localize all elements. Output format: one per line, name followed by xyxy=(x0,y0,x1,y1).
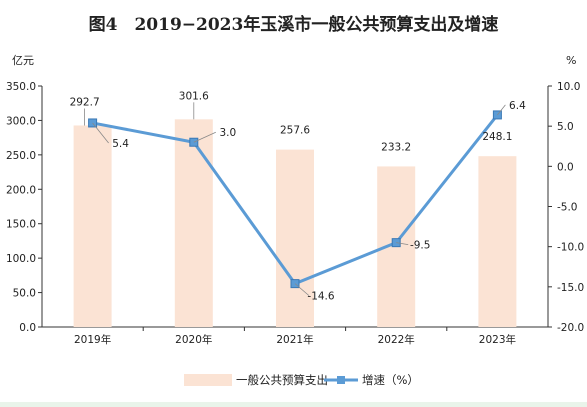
x-tick-label: 2019年 xyxy=(74,333,111,346)
bar-value-label: 292.7 xyxy=(70,96,100,108)
line-label-leader xyxy=(193,131,216,143)
x-tick-label: 2022年 xyxy=(378,333,415,346)
left-tick-label: 100.0 xyxy=(6,253,36,265)
legend-bar-swatch xyxy=(184,374,232,386)
bar xyxy=(276,149,314,327)
line-value-label: 5.4 xyxy=(112,138,129,150)
legend-bar-label: 一般公共预算支出 xyxy=(236,373,328,387)
line-label-leader xyxy=(497,104,506,116)
x-tick-label: 2020年 xyxy=(175,333,212,346)
left-tick-label: 350.0 xyxy=(6,81,36,93)
left-tick-label: 150.0 xyxy=(6,219,36,231)
line-value-label: 6.4 xyxy=(509,100,526,112)
legend-line-marker xyxy=(337,376,345,384)
line-value-label: -14.6 xyxy=(307,291,334,303)
line-label-leader xyxy=(92,122,109,144)
line-value-label: -9.5 xyxy=(410,240,431,252)
line-label-leader xyxy=(396,242,409,246)
right-tick-label: 5.0 xyxy=(557,121,574,133)
right-axis-unit: % xyxy=(566,54,576,67)
bar-value-label: 233.2 xyxy=(381,141,411,153)
right-tick-label: 0.0 xyxy=(557,161,574,173)
line-label-leader xyxy=(294,283,310,296)
left-tick-label: 300.0 xyxy=(6,115,36,127)
x-tick-label: 2021年 xyxy=(276,333,313,346)
legend-line-label: 增速（%） xyxy=(362,373,419,387)
chart-title: 图4 2019−2023年玉溪市一般公共预算支出及增速 xyxy=(88,15,499,35)
bar-value-label: 248.1 xyxy=(482,131,512,143)
bar-value-label: 301.6 xyxy=(179,90,209,102)
x-tick-label: 2023年 xyxy=(479,333,516,346)
bar xyxy=(174,119,213,327)
bar xyxy=(478,156,517,327)
left-tick-label: 50.0 xyxy=(13,288,36,300)
bar xyxy=(73,125,112,327)
left-axis-unit: 亿元 xyxy=(12,54,34,67)
left-tick-label: 0.0 xyxy=(19,322,36,334)
left-tick-label: 250.0 xyxy=(6,150,36,162)
right-tick-label: -20.0 xyxy=(557,322,584,334)
right-tick-label: 10.0 xyxy=(557,81,580,93)
right-tick-label: -10.0 xyxy=(557,242,584,254)
left-tick-label: 200.0 xyxy=(6,184,36,196)
bar-value-label: 257.6 xyxy=(280,125,310,137)
right-tick-label: -5.0 xyxy=(557,202,578,214)
line-value-label: 3.0 xyxy=(219,127,236,139)
right-tick-label: -15.0 xyxy=(557,282,584,294)
frame-bottom xyxy=(0,402,587,407)
